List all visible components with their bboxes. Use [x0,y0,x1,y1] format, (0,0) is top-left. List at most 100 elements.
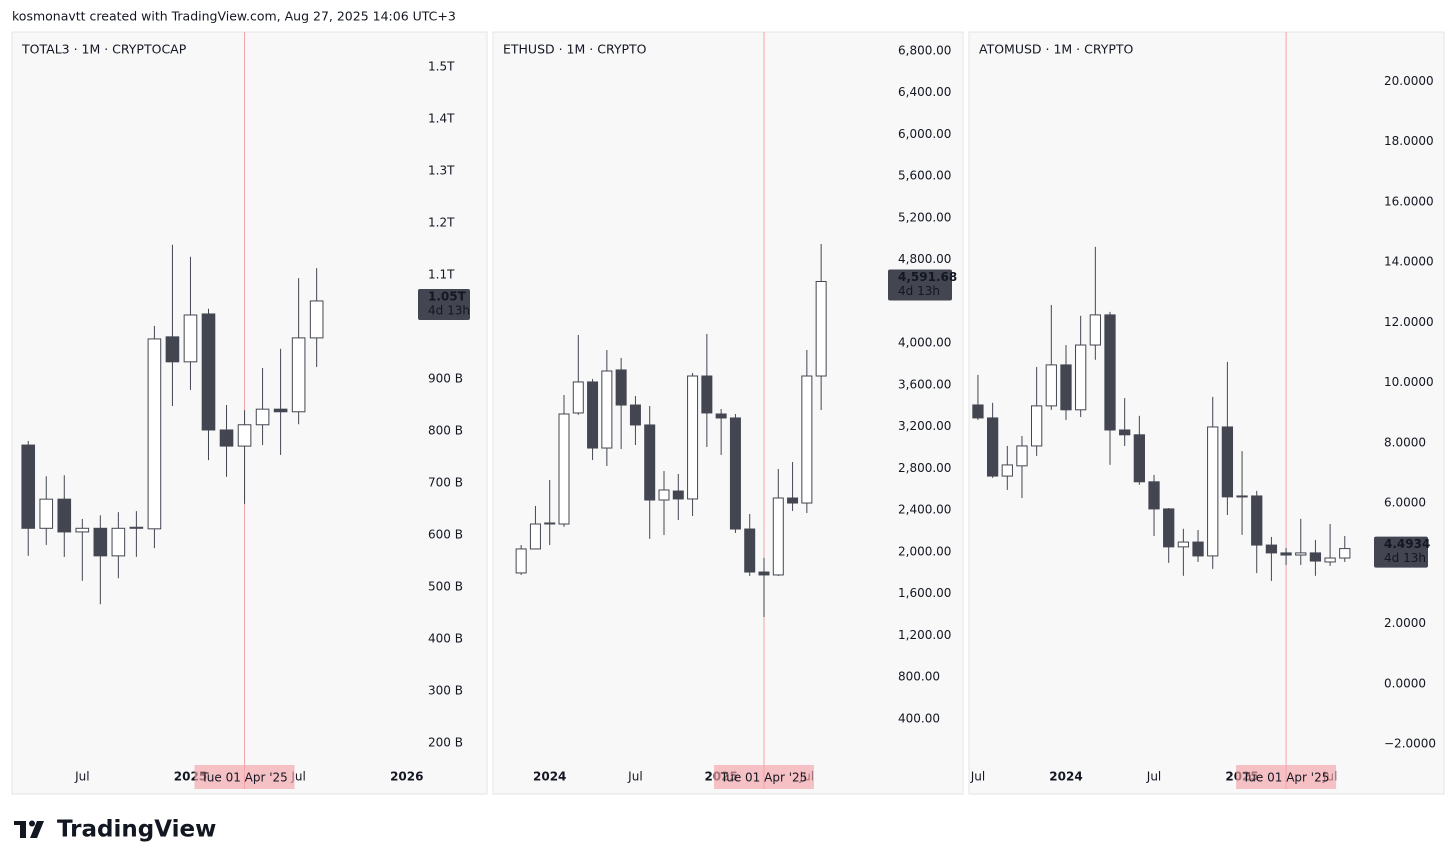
candle-body [1075,344,1087,411]
y-tick-label: 800.00 [898,670,940,684]
logo-glyph [29,820,35,827]
y-tick-label: 900 B [428,371,463,385]
y-tick-label: 16.0000 [1384,194,1434,208]
candle-body [1060,364,1072,411]
candle-body [111,527,126,557]
x-tick-label: 2024 [1049,770,1082,784]
candle-body [165,336,180,363]
candle-body [587,381,599,449]
candle-body [1207,426,1219,557]
candle-body [183,314,198,363]
candle-body [687,375,699,500]
y-tick-label: 6,400.00 [898,85,951,99]
candle-body [1177,541,1190,548]
candle-body [729,417,741,530]
y-tick-label: 0.0000 [1384,676,1426,690]
marker-label-box [194,765,295,789]
candle-body [515,548,527,574]
y-tick-label: 3,200.00 [898,419,951,433]
marker-label-box [714,765,814,789]
candle-body [129,526,144,529]
candle-body [672,490,684,500]
candle-body [291,337,306,413]
y-tick-label: 6.0000 [1384,496,1426,510]
candle-body [39,498,54,529]
candle-body [1265,544,1278,554]
x-tick-label: Jul [970,770,985,784]
candle-body [1148,481,1160,510]
candle-body [701,375,713,414]
y-tick-label: 1.4T [428,111,455,125]
chart-title: TOTAL3 · 1M · CRYPTOCAP [21,42,187,57]
header-text: kosmonavtt created with TradingView.com,… [12,9,456,24]
y-tick-label: 400 B [428,632,463,646]
candle-body [273,408,288,413]
marker-label: Tue 01 Apr '25 [200,771,288,785]
candle-body [986,417,999,477]
candle-body [1236,495,1248,498]
price-tag [1374,536,1428,568]
y-tick-label: 500 B [428,580,463,594]
candle-body [529,523,541,550]
candle-body [1163,508,1175,548]
candle-body [147,338,162,530]
logo: TradingView [14,817,216,843]
candle-body [237,424,252,447]
candle-body [1339,548,1351,559]
candle-body [1001,464,1013,477]
panel-background [968,31,1445,795]
candle-body [772,497,784,576]
y-tick-label: 4,800.00 [898,252,951,266]
logo-glyph [20,821,26,838]
x-tick-label: 2024 [533,770,566,784]
price-tag-label: 4,591.68 [898,270,957,284]
price-tag [888,269,952,301]
candle-body [601,370,613,449]
y-tick-label: 2,400.00 [898,503,951,517]
y-tick-label: 600 B [428,528,463,542]
x-tick-label: Jul [627,770,642,784]
price-tag-label: 1.05T [428,289,467,303]
x-tick-label: 2026 [390,770,423,784]
candle-body [219,429,234,447]
candle-body [1119,429,1131,436]
x-tick-label: Jul [1146,770,1161,784]
candle-body [255,408,270,426]
y-tick-label: 1,200.00 [898,628,951,642]
y-tick-label: 700 B [428,476,463,490]
chart-panel: 6,800.00 6,400.00 6,000.00 5,600.00 5,200.00… [492,31,964,795]
y-tick-label: 1,600.00 [898,586,951,600]
candle-body [558,413,570,525]
candle-body [629,404,641,426]
y-tick-label: 18.0000 [1384,134,1434,148]
candle-body [93,527,108,557]
marker-label-box [1236,765,1337,789]
y-tick-label: 6,000.00 [898,127,951,141]
y-tick-label: 1.5T [428,59,455,73]
y-tick-label: 3,600.00 [898,377,951,391]
logo-text: TradingView [57,817,216,843]
candle-body [201,313,216,431]
chart-panel: 20.0000 18.0000 16.0000 14.0000 12.0000 10.00… [968,31,1445,795]
candle-body [615,369,627,406]
chart-title: ETHUSD · 1M · CRYPTO [503,42,647,57]
logo-glyph [30,821,44,838]
candle-body [57,498,72,533]
y-tick-label: 20.0000 [1384,74,1434,88]
candle-body [1221,426,1234,498]
candle-body [744,528,756,573]
countdown-label: 4d 13h [1384,551,1426,565]
y-tick-label: 400.00 [898,711,940,725]
chart-panel: 1.5T 1.4T 1.3T 1.2T 1.1T 900 B 800 B 700 B 600 B… [11,31,488,795]
y-tick-label: 2.0000 [1384,616,1426,630]
candle-body [1016,445,1028,467]
y-tick-label: 14.0000 [1384,255,1434,269]
candle-body [758,571,770,576]
candle-body [1045,364,1057,407]
panel-background [492,31,964,795]
countdown-label: 4d 13h [428,303,470,317]
y-tick-label: 10.0000 [1384,375,1434,389]
candle-body [815,280,827,377]
